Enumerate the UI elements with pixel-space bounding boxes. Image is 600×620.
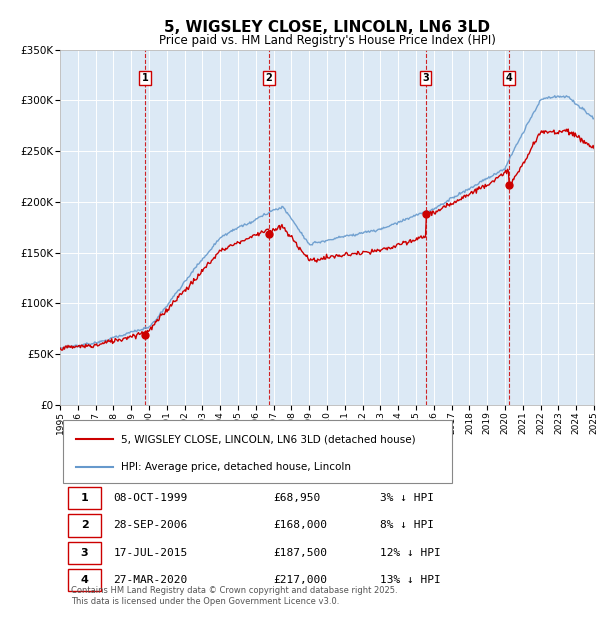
- Text: £68,950: £68,950: [274, 493, 321, 503]
- Text: 8% ↓ HPI: 8% ↓ HPI: [380, 520, 434, 531]
- Text: HPI: Average price, detached house, Lincoln: HPI: Average price, detached house, Linc…: [121, 461, 352, 472]
- Text: 4: 4: [506, 73, 512, 83]
- Text: 17-JUL-2015: 17-JUL-2015: [113, 548, 188, 558]
- Text: Price paid vs. HM Land Registry's House Price Index (HPI): Price paid vs. HM Land Registry's House …: [158, 34, 496, 46]
- FancyBboxPatch shape: [68, 514, 101, 536]
- Text: 13% ↓ HPI: 13% ↓ HPI: [380, 575, 441, 585]
- Text: 4: 4: [80, 575, 89, 585]
- Text: 3: 3: [81, 548, 88, 558]
- Text: Contains HM Land Registry data © Crown copyright and database right 2025.
This d: Contains HM Land Registry data © Crown c…: [71, 586, 397, 606]
- Text: 12% ↓ HPI: 12% ↓ HPI: [380, 548, 441, 558]
- FancyBboxPatch shape: [68, 487, 101, 509]
- Text: 2: 2: [80, 520, 88, 531]
- Text: 08-OCT-1999: 08-OCT-1999: [113, 493, 188, 503]
- FancyBboxPatch shape: [68, 569, 101, 591]
- Text: 1: 1: [142, 73, 148, 83]
- Text: 3% ↓ HPI: 3% ↓ HPI: [380, 493, 434, 503]
- Text: £217,000: £217,000: [274, 575, 328, 585]
- Text: 5, WIGSLEY CLOSE, LINCOLN, LN6 3LD (detached house): 5, WIGSLEY CLOSE, LINCOLN, LN6 3LD (deta…: [121, 434, 416, 444]
- Text: £168,000: £168,000: [274, 520, 328, 531]
- Text: 27-MAR-2020: 27-MAR-2020: [113, 575, 188, 585]
- Text: 28-SEP-2006: 28-SEP-2006: [113, 520, 188, 531]
- Text: £187,500: £187,500: [274, 548, 328, 558]
- Text: 3: 3: [422, 73, 429, 83]
- FancyBboxPatch shape: [68, 542, 101, 564]
- Text: 1: 1: [80, 493, 88, 503]
- Text: 2: 2: [266, 73, 272, 83]
- FancyBboxPatch shape: [62, 420, 452, 483]
- Text: 5, WIGSLEY CLOSE, LINCOLN, LN6 3LD: 5, WIGSLEY CLOSE, LINCOLN, LN6 3LD: [164, 20, 490, 35]
